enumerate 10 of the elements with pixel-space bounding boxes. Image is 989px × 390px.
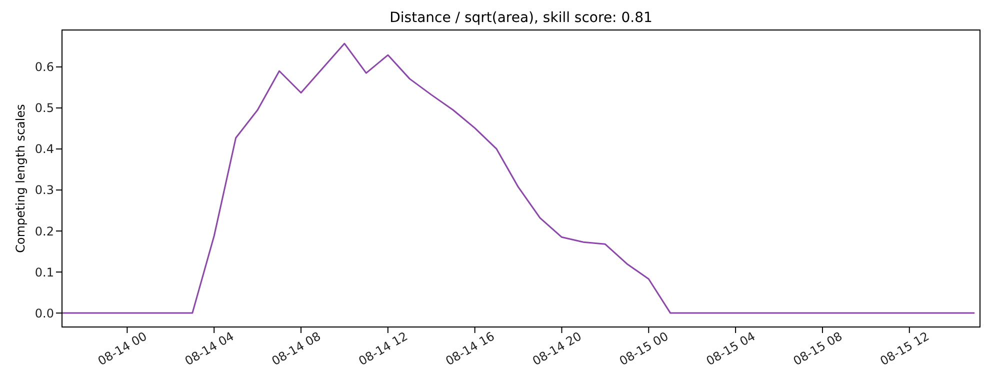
y-tick-label: 0.6 — [34, 60, 54, 74]
y-tick-label: 0.1 — [34, 265, 54, 280]
y-tick-label: 0.3 — [34, 183, 54, 198]
y-axis-title: Competing length scales — [13, 104, 28, 253]
line-series — [62, 42, 976, 314]
chart-title: Distance / sqrt(area), skill score: 0.81 — [388, 10, 654, 26]
y-tick-label: 0.5 — [34, 101, 54, 116]
y-tick-label: 0.2 — [34, 224, 54, 238]
y-tick-label: 0.4 — [34, 142, 54, 156]
y-tick-label: 0.0 — [34, 306, 54, 320]
